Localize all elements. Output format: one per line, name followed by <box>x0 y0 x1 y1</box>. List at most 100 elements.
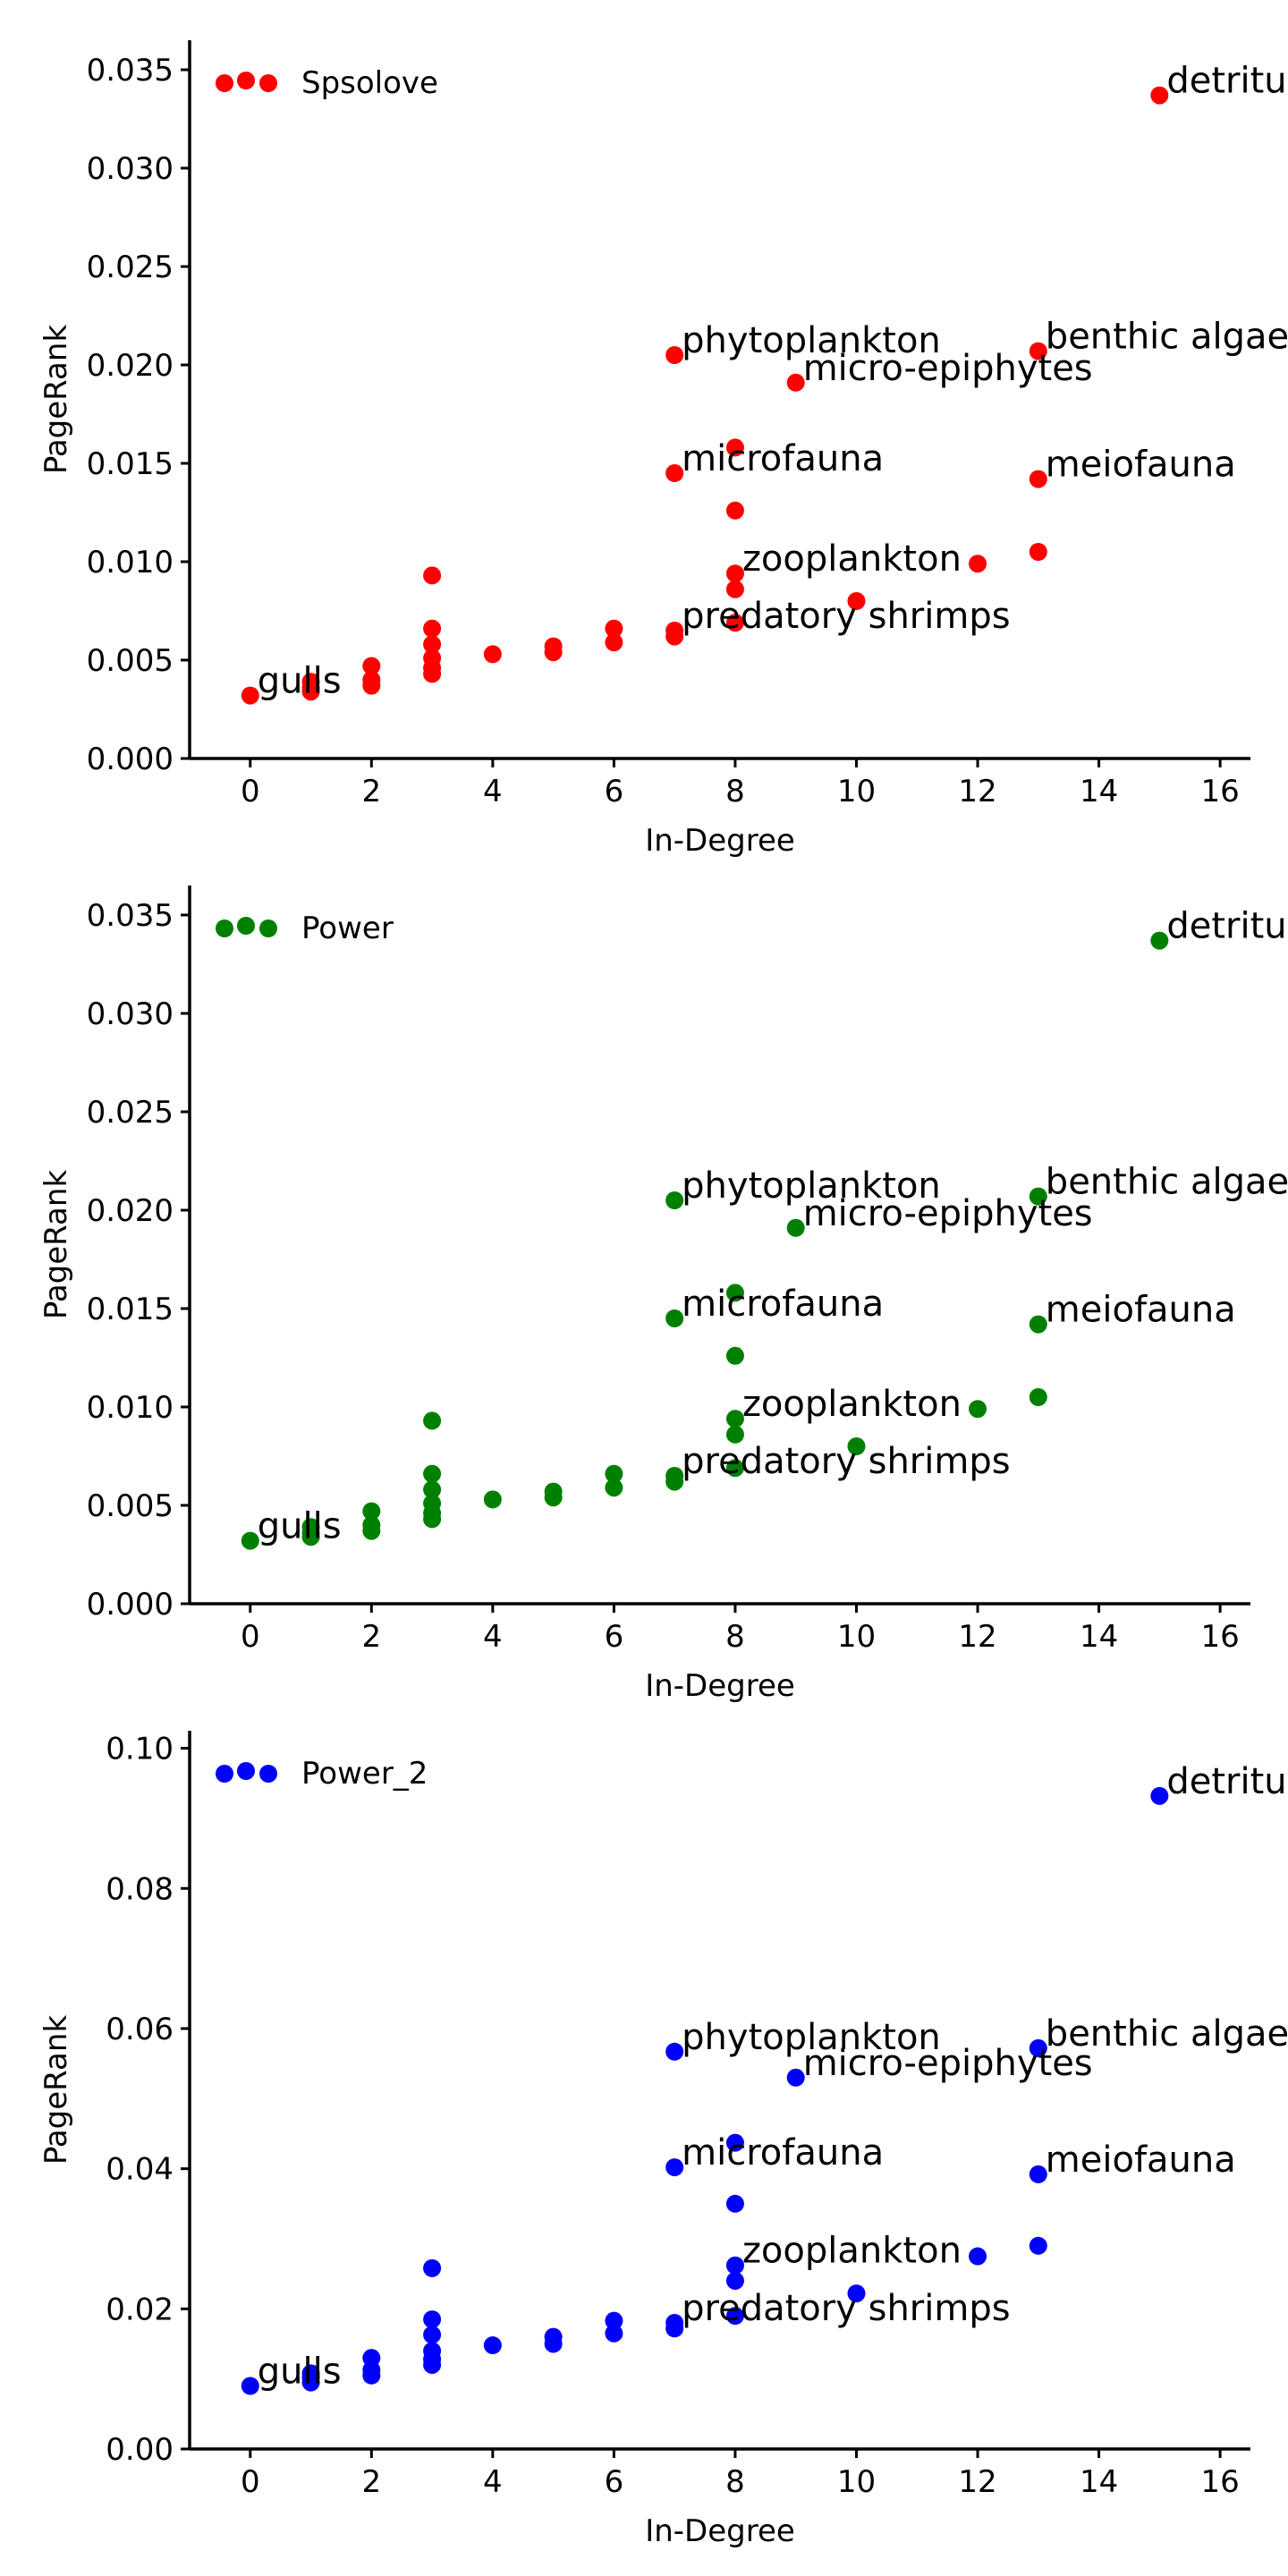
data-point <box>725 1346 744 1365</box>
x-tick-label: 14 <box>1080 2464 1118 2500</box>
legend-marker <box>216 1765 233 1783</box>
data-point <box>725 1459 744 1478</box>
data-point <box>483 1490 502 1509</box>
point-annotation: zooplankton <box>742 2231 962 2272</box>
x-tick-label: 0 <box>241 1619 260 1655</box>
y-tick-label: 0.015 <box>87 1292 174 1327</box>
data-point <box>423 1494 442 1513</box>
data-point <box>969 555 987 573</box>
x-tick-label: 16 <box>1200 774 1239 809</box>
legend-marker <box>237 1762 255 1780</box>
x-tick-label: 4 <box>483 2464 503 2500</box>
data-point <box>847 2284 866 2303</box>
y-tick-label: 0.035 <box>87 898 174 934</box>
point-annotation: microfauna <box>682 2132 884 2174</box>
data-point <box>483 645 502 664</box>
y-tick-label: 0.08 <box>106 1871 174 1907</box>
data-point <box>241 686 259 705</box>
y-tick-label: 0.030 <box>87 996 174 1032</box>
point-annotation: micro-epiphytes <box>803 348 1093 389</box>
point-annotation: phytoplankton <box>682 1165 941 1207</box>
x-tick-label: 6 <box>605 1619 624 1655</box>
data-point <box>725 614 744 632</box>
data-point <box>665 464 684 482</box>
point-annotation: meiofauna <box>1046 445 1236 486</box>
data-point <box>1029 470 1047 488</box>
data-point <box>1029 2236 1047 2255</box>
data-point <box>1150 1786 1169 1805</box>
point-annotation: gulls <box>258 1506 342 1547</box>
x-tick-label: 8 <box>725 1619 745 1655</box>
data-point <box>786 2068 805 2087</box>
point-annotation: predatory shrimps <box>682 596 1010 637</box>
data-point <box>301 1518 320 1537</box>
point-annotation: benthic algae <box>1046 317 1288 358</box>
data-point <box>423 2258 442 2277</box>
point-annotation: zooplankton <box>742 1384 962 1425</box>
x-tick-label: 4 <box>483 774 503 809</box>
x-tick-label: 14 <box>1080 1619 1118 1655</box>
point-annotation: detritus <box>1166 906 1288 947</box>
data-point <box>725 1425 744 1444</box>
chart-panel-1: 0 2 4 6 8 10 12 14 16 0.000 0.005 0.010 0.015 0.020 0.… <box>38 40 1288 859</box>
y-tick-label: 0.010 <box>87 1390 174 1426</box>
y-tick-label: 0.035 <box>87 53 174 89</box>
y-tick-label: 0.030 <box>87 151 174 187</box>
point-annotation: phytoplankton <box>682 320 941 361</box>
point-annotation: benthic algae <box>1046 2013 1288 2055</box>
chart-panel-3: 0 2 4 6 8 10 12 14 16 0.00 0.02 0.04 0.06 0.08 0.10 In-… <box>38 1731 1288 2549</box>
data-point <box>605 1464 623 1483</box>
y-tick-label: 0.025 <box>87 250 174 285</box>
data-point <box>423 1464 442 1483</box>
point-annotation: meiofauna <box>1046 2140 1236 2181</box>
y-tick-label: 0.005 <box>87 643 174 679</box>
data-point <box>665 622 684 640</box>
y-axis-title: PageRank <box>38 325 74 475</box>
data-point <box>1029 1388 1047 1406</box>
data-point <box>362 1502 381 1521</box>
legend-marker <box>259 1765 277 1783</box>
chart-panel-2: 0 2 4 6 8 10 12 14 16 0.000 0.005 0.010 0.015 0.020 0.… <box>38 886 1288 1704</box>
x-axis-title: In-Degree <box>645 823 795 859</box>
data-point <box>423 2310 442 2329</box>
x-tick-label: 16 <box>1200 2464 1239 2500</box>
data-point <box>423 1411 442 1430</box>
data-point <box>725 2133 744 2152</box>
x-tick-label: 10 <box>837 774 876 809</box>
data-point <box>301 673 320 691</box>
data-point <box>847 1437 866 1455</box>
point-annotation: gulls <box>258 2351 342 2392</box>
data-point <box>665 1191 684 1209</box>
data-point <box>423 566 442 585</box>
x-tick-label: 6 <box>605 2464 624 2500</box>
legend-marker <box>237 72 255 89</box>
data-point <box>1029 342 1047 360</box>
data-point <box>1029 1315 1047 1334</box>
x-tick-label: 4 <box>483 1619 503 1655</box>
data-point <box>665 1467 684 1485</box>
point-annotation: detritus <box>1166 61 1288 102</box>
legend-marker <box>259 74 277 92</box>
data-point <box>1029 1187 1047 1206</box>
x-tick-label: 6 <box>605 774 624 809</box>
legend-label: Power_2 <box>301 1756 428 1792</box>
point-annotation: detritus <box>1166 1761 1288 1802</box>
data-point <box>665 2313 684 2332</box>
data-point <box>605 633 623 652</box>
data-point <box>786 1218 805 1237</box>
data-point <box>1029 2165 1047 2183</box>
y-tick-label: 0.000 <box>87 1587 174 1623</box>
y-tick-label: 0.020 <box>87 348 174 384</box>
data-point <box>665 1309 684 1327</box>
y-axis-title: PageRank <box>38 1170 74 1320</box>
legend-label: Spsolove <box>301 65 438 101</box>
point-annotation: gulls <box>258 661 342 702</box>
point-annotation: microfauna <box>682 1284 884 1325</box>
data-point <box>362 1516 381 1534</box>
data-point <box>362 2349 381 2368</box>
data-point <box>241 1531 259 1550</box>
data-point <box>605 2311 623 2330</box>
data-point <box>605 1479 623 1497</box>
data-point <box>969 1400 987 1419</box>
y-tick-label: 0.010 <box>87 545 174 580</box>
